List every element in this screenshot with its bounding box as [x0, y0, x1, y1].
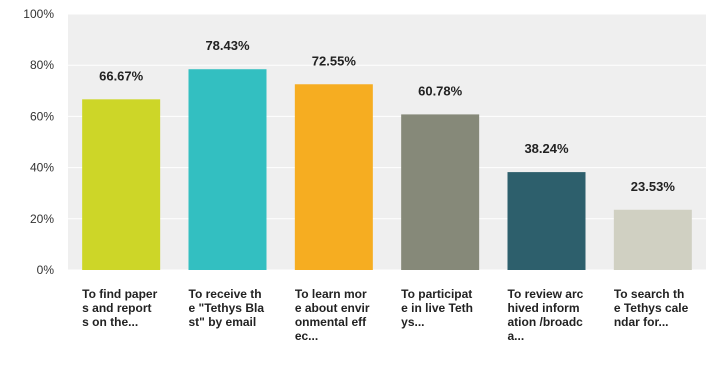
bar-value-label: 78.43%	[205, 38, 250, 53]
value-labels: 66.67% 78.43% 72.55% 60.78% 38.24% 23.53%	[99, 38, 675, 194]
y-tick-label: 100%	[23, 7, 54, 21]
bar-value-label: 66.67%	[99, 68, 144, 83]
y-tick-label: 80%	[30, 58, 54, 72]
bar	[82, 99, 161, 270]
bar	[188, 69, 267, 270]
x-category-label: To participate in live Tethys...	[401, 287, 473, 329]
bar-value-label: 23.53%	[631, 179, 676, 194]
bar	[613, 209, 692, 270]
bar	[294, 84, 373, 270]
y-tick-label: 0%	[37, 263, 55, 277]
bar-value-label: 38.24%	[524, 141, 569, 156]
x-category-label: To receive the "Tethys Blast" by email	[188, 287, 265, 329]
y-tick-label: 40%	[30, 161, 54, 175]
x-category-label: To learn more about environmental effec.…	[294, 287, 370, 343]
bar	[507, 172, 586, 270]
bar-value-label: 72.55%	[312, 53, 357, 68]
x-category-label: To find papers and reports on the...	[82, 287, 158, 329]
x-category-label: To search the Tethys calendar for...	[613, 287, 689, 329]
bar	[401, 114, 480, 270]
y-axis-ticks: 0% 20% 40% 60% 80% 100%	[23, 7, 54, 277]
plot-area	[68, 14, 706, 270]
y-tick-label: 60%	[30, 109, 54, 123]
y-tick-label: 20%	[30, 212, 54, 226]
bar-value-label: 60.78%	[418, 83, 463, 98]
gridlines	[68, 13, 706, 271]
bars	[82, 69, 692, 270]
x-category-label: To review archived information /broadca.…	[507, 287, 584, 343]
